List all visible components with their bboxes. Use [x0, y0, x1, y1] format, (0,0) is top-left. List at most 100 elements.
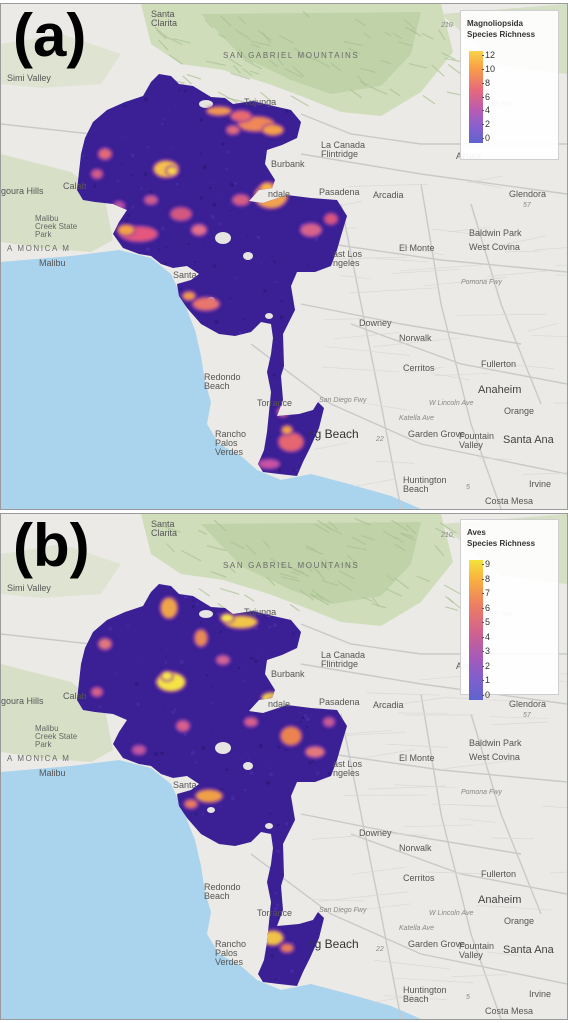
place-label-simi-valley: Simi Valley — [7, 73, 51, 83]
place-label-katella: Katella Ave — [399, 925, 435, 932]
place-label-santa-monica-mtns: A MONICA M — [7, 244, 71, 253]
legend-title-line2: Species Richness — [467, 539, 536, 548]
place-label-santa-monica: Santa — [173, 780, 197, 790]
place-label-santa-clarita: Santa Clarita — [151, 519, 178, 538]
panel-label: (a) — [13, 3, 87, 69]
place-label-hwy210: 210 — [441, 22, 453, 29]
place-label-glendora: Glendora — [509, 189, 547, 199]
richness-hotspot — [196, 790, 222, 802]
richness-hotspot — [185, 800, 197, 808]
place-label-rancho-palos: Rancho Palos Verdes — [215, 429, 247, 457]
richness-hotspot — [183, 292, 195, 300]
place-label-pomona-fwy: Pomona Fwy — [461, 279, 502, 286]
legend-tick-label: 3 — [481, 646, 491, 657]
richness-hotspot — [207, 107, 231, 115]
place-label-baldwin-park: Baldwin Park — [469, 738, 522, 748]
legend-title: Aves Species Richness — [467, 527, 535, 549]
legend-title-line1: Magnoliopsida — [467, 19, 523, 28]
place-label-malibu-creek: Malibu Creek State Park — [35, 214, 78, 239]
place-label-la-canada: La Canada Flintridge — [321, 140, 366, 159]
legend: Aves Species Richness 9 8 7 6 5 4 3 2 1 0 — [460, 519, 559, 700]
legend-tick-label: 7 — [481, 588, 491, 599]
place-label-hwy22: 22 — [376, 436, 384, 443]
place-label-santa-monica-mtns: A MONICA M — [7, 754, 71, 763]
legend-tick-label: 8 — [481, 77, 491, 88]
richness-hotspot — [92, 688, 102, 696]
richness-hotspot — [99, 149, 111, 159]
place-label-long-beach: ng Beach — [308, 427, 359, 441]
legend-tick-label: 8 — [481, 573, 491, 584]
panel-label: (b) — [13, 513, 90, 579]
place-label-torrance: Torrance — [257, 398, 293, 408]
place-label-costa-mesa: Costa Mesa — [485, 1006, 534, 1016]
la-city-footprint — [77, 584, 347, 986]
place-label-hwy5: 5 — [466, 994, 470, 1001]
richness-hotspot — [193, 298, 219, 310]
place-label-lincoln-ave: W Lincoln Ave — [429, 400, 474, 407]
place-label-hwy57: 57 — [523, 202, 531, 209]
richness-hotspot — [259, 460, 279, 468]
legend-color-ramp — [469, 51, 483, 143]
place-label-redondo: Redondo Beach — [204, 372, 241, 391]
legend-tick-label: 0 — [481, 690, 491, 700]
richness-hotspot — [195, 630, 207, 646]
richness-hotspot — [92, 170, 102, 178]
legend-color-ramp — [469, 560, 483, 700]
place-label-arcadia: Arcadia — [373, 700, 404, 710]
san-gabriel-mountains-label: SAN GABRIEL MOUNTAINS — [223, 51, 360, 60]
place-label-malibu: Malibu — [39, 768, 66, 778]
place-label-santa-ana: Santa Ana — [503, 944, 554, 956]
richness-hotspot — [263, 931, 283, 945]
richness-hotspot — [325, 214, 337, 224]
place-label-santa-monica: Santa — [173, 270, 197, 280]
richness-hotspot — [281, 727, 301, 745]
place-label-burbank: Burbank — [271, 669, 305, 679]
legend-title-line1: Aves — [467, 528, 486, 537]
richness-hotspot — [301, 224, 321, 236]
richness-hotspot — [324, 718, 334, 726]
place-label-lincoln-ave: W Lincoln Ave — [429, 910, 474, 917]
richness-hotspot — [177, 721, 189, 731]
richness-hotspots — [90, 596, 336, 954]
legend-tick-label: 6 — [481, 602, 491, 613]
place-label-cerritos: Cerritos — [403, 873, 435, 883]
richness-hotspot — [99, 639, 111, 649]
richness-hotspot — [263, 125, 283, 135]
legend-tick-label: 9 — [481, 559, 491, 569]
place-label-garden-grove: Garden Grove — [408, 429, 466, 439]
richness-hotspot — [145, 196, 157, 204]
place-label-redondo: Redondo Beach — [204, 882, 241, 901]
place-label-hwy210: 210 — [441, 532, 453, 539]
place-label-west-covina: West Covina — [469, 752, 520, 762]
place-label-san-diego-fwy: San Diego Fwy — [319, 397, 367, 404]
place-label-glendale: ndale — [268, 699, 291, 709]
place-label-santa-clarita: Santa Clarita — [151, 9, 178, 28]
legend-tick-label: 12 — [481, 50, 496, 60]
place-label-agoura-hills: goura Hills — [1, 696, 44, 706]
richness-hotspot — [217, 656, 229, 664]
richness-hotspot — [171, 208, 191, 220]
legend-tick-label: 1 — [481, 675, 491, 686]
richness-hotspot — [279, 433, 303, 451]
legend-tick-label: 6 — [481, 91, 491, 102]
freeway-network — [1, 113, 567, 509]
place-label-irvine: Irvine — [529, 479, 552, 489]
richness-hotspot — [221, 614, 233, 622]
place-label-agoura-hills: goura Hills — [1, 186, 44, 196]
place-label-el-monte: El Monte — [399, 753, 435, 763]
legend: Magnoliopsida Species Richness 12 10 8 6 4 2 0 — [460, 10, 559, 160]
unsampled-areas — [199, 610, 273, 829]
place-label-costa-mesa: Costa Mesa — [485, 496, 534, 506]
place-label-tujunga: Tujunga — [244, 97, 277, 107]
place-label-malibu: Malibu — [39, 258, 66, 268]
place-label-simi-valley: Simi Valley — [7, 583, 51, 593]
place-label-east-la: ast Los ngeles — [333, 759, 363, 778]
place-label-el-monte: El Monte — [399, 243, 435, 253]
place-label-glendora: Glendora — [509, 699, 547, 709]
san-gabriel-mountains-label: SAN GABRIEL MOUNTAINS — [223, 561, 360, 570]
richness-hotspots — [90, 105, 339, 470]
legend-tick-label: 4 — [481, 631, 491, 642]
legend-tick-label: 4 — [481, 105, 491, 116]
place-label-pasadena: Pasadena — [319, 187, 360, 197]
richness-hotspot — [161, 598, 177, 618]
